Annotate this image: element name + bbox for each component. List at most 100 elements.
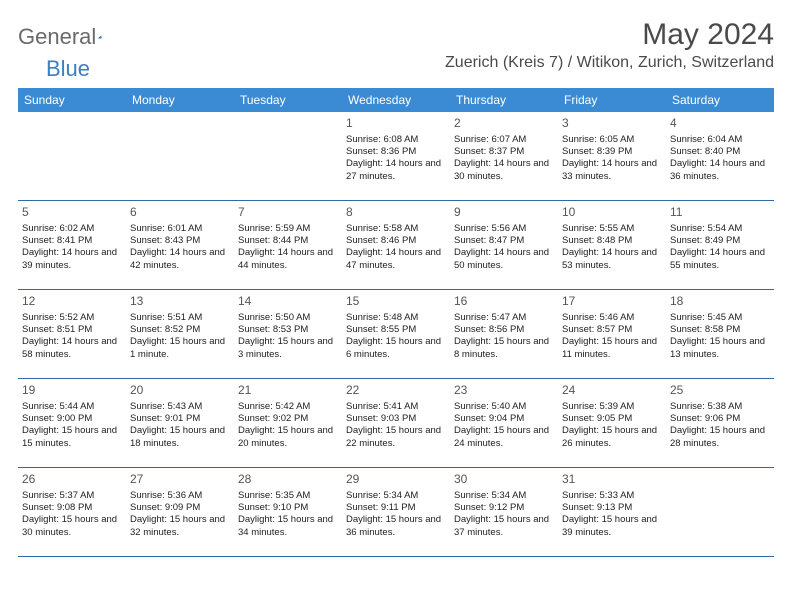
sunrise-line: Sunrise: 5:44 AM bbox=[22, 401, 122, 413]
day-cell bbox=[126, 112, 234, 200]
daylight-line: Daylight: 15 hours and 18 minutes. bbox=[130, 425, 230, 450]
daylight-line: Daylight: 14 hours and 27 minutes. bbox=[346, 158, 446, 183]
logo-text-general: General bbox=[18, 24, 96, 50]
daylight-line: Daylight: 14 hours and 58 minutes. bbox=[22, 336, 122, 361]
logo-triangle-icon bbox=[98, 29, 102, 45]
sunset-line: Sunset: 8:57 PM bbox=[562, 324, 662, 336]
day-number: 20 bbox=[130, 383, 230, 399]
dow-cell: Saturday bbox=[666, 88, 774, 112]
day-number: 8 bbox=[346, 205, 446, 221]
sunset-line: Sunset: 9:04 PM bbox=[454, 413, 554, 425]
month-title: May 2024 bbox=[445, 18, 774, 52]
day-cell bbox=[234, 112, 342, 200]
sunset-line: Sunset: 9:09 PM bbox=[130, 502, 230, 514]
day-number: 28 bbox=[238, 472, 338, 488]
sunrise-line: Sunrise: 5:37 AM bbox=[22, 490, 122, 502]
sunrise-line: Sunrise: 5:38 AM bbox=[670, 401, 770, 413]
sunset-line: Sunset: 9:01 PM bbox=[130, 413, 230, 425]
daylight-line: Daylight: 15 hours and 28 minutes. bbox=[670, 425, 770, 450]
dow-cell: Friday bbox=[558, 88, 666, 112]
day-cell: 9Sunrise: 5:56 AMSunset: 8:47 PMDaylight… bbox=[450, 201, 558, 289]
day-number: 25 bbox=[670, 383, 770, 399]
day-cell: 19Sunrise: 5:44 AMSunset: 9:00 PMDayligh… bbox=[18, 379, 126, 467]
sunset-line: Sunset: 9:00 PM bbox=[22, 413, 122, 425]
daylight-line: Daylight: 15 hours and 15 minutes. bbox=[22, 425, 122, 450]
day-number: 24 bbox=[562, 383, 662, 399]
sunset-line: Sunset: 9:12 PM bbox=[454, 502, 554, 514]
dow-cell: Tuesday bbox=[234, 88, 342, 112]
sunrise-line: Sunrise: 5:45 AM bbox=[670, 312, 770, 324]
sunrise-line: Sunrise: 5:52 AM bbox=[22, 312, 122, 324]
sunset-line: Sunset: 8:40 PM bbox=[670, 146, 770, 158]
sunrise-line: Sunrise: 5:36 AM bbox=[130, 490, 230, 502]
weeks-container: 1Sunrise: 6:08 AMSunset: 8:36 PMDaylight… bbox=[18, 112, 774, 557]
day-cell: 10Sunrise: 5:55 AMSunset: 8:48 PMDayligh… bbox=[558, 201, 666, 289]
day-number: 22 bbox=[346, 383, 446, 399]
daylight-line: Daylight: 14 hours and 39 minutes. bbox=[22, 247, 122, 272]
daylight-line: Daylight: 15 hours and 32 minutes. bbox=[130, 514, 230, 539]
sunrise-line: Sunrise: 5:59 AM bbox=[238, 223, 338, 235]
sunset-line: Sunset: 8:58 PM bbox=[670, 324, 770, 336]
day-cell: 26Sunrise: 5:37 AMSunset: 9:08 PMDayligh… bbox=[18, 468, 126, 556]
sunset-line: Sunset: 8:51 PM bbox=[22, 324, 122, 336]
day-cell: 13Sunrise: 5:51 AMSunset: 8:52 PMDayligh… bbox=[126, 290, 234, 378]
sunrise-line: Sunrise: 5:33 AM bbox=[562, 490, 662, 502]
sunset-line: Sunset: 9:03 PM bbox=[346, 413, 446, 425]
dow-cell: Monday bbox=[126, 88, 234, 112]
day-number: 13 bbox=[130, 294, 230, 310]
day-cell bbox=[666, 468, 774, 556]
sunrise-line: Sunrise: 5:55 AM bbox=[562, 223, 662, 235]
day-number: 21 bbox=[238, 383, 338, 399]
day-cell: 5Sunrise: 6:02 AMSunset: 8:41 PMDaylight… bbox=[18, 201, 126, 289]
sunrise-line: Sunrise: 5:47 AM bbox=[454, 312, 554, 324]
day-number: 1 bbox=[346, 116, 446, 132]
day-cell: 7Sunrise: 5:59 AMSunset: 8:44 PMDaylight… bbox=[234, 201, 342, 289]
sunset-line: Sunset: 8:48 PM bbox=[562, 235, 662, 247]
day-cell: 11Sunrise: 5:54 AMSunset: 8:49 PMDayligh… bbox=[666, 201, 774, 289]
day-number: 30 bbox=[454, 472, 554, 488]
day-cell: 3Sunrise: 6:05 AMSunset: 8:39 PMDaylight… bbox=[558, 112, 666, 200]
day-number: 9 bbox=[454, 205, 554, 221]
day-cell: 31Sunrise: 5:33 AMSunset: 9:13 PMDayligh… bbox=[558, 468, 666, 556]
daylight-line: Daylight: 15 hours and 37 minutes. bbox=[454, 514, 554, 539]
sunrise-line: Sunrise: 5:41 AM bbox=[346, 401, 446, 413]
dow-row: SundayMondayTuesdayWednesdayThursdayFrid… bbox=[18, 88, 774, 112]
sunset-line: Sunset: 8:39 PM bbox=[562, 146, 662, 158]
day-number: 14 bbox=[238, 294, 338, 310]
sunrise-line: Sunrise: 5:48 AM bbox=[346, 312, 446, 324]
day-cell bbox=[18, 112, 126, 200]
sunset-line: Sunset: 8:47 PM bbox=[454, 235, 554, 247]
day-cell: 27Sunrise: 5:36 AMSunset: 9:09 PMDayligh… bbox=[126, 468, 234, 556]
day-cell: 14Sunrise: 5:50 AMSunset: 8:53 PMDayligh… bbox=[234, 290, 342, 378]
day-cell: 29Sunrise: 5:34 AMSunset: 9:11 PMDayligh… bbox=[342, 468, 450, 556]
day-number: 3 bbox=[562, 116, 662, 132]
daylight-line: Daylight: 15 hours and 34 minutes. bbox=[238, 514, 338, 539]
daylight-line: Daylight: 14 hours and 55 minutes. bbox=[670, 247, 770, 272]
dow-cell: Wednesday bbox=[342, 88, 450, 112]
sunset-line: Sunset: 8:53 PM bbox=[238, 324, 338, 336]
day-number: 2 bbox=[454, 116, 554, 132]
sunrise-line: Sunrise: 5:58 AM bbox=[346, 223, 446, 235]
week-row: 5Sunrise: 6:02 AMSunset: 8:41 PMDaylight… bbox=[18, 201, 774, 290]
day-cell: 16Sunrise: 5:47 AMSunset: 8:56 PMDayligh… bbox=[450, 290, 558, 378]
sunrise-line: Sunrise: 6:01 AM bbox=[130, 223, 230, 235]
sunrise-line: Sunrise: 5:40 AM bbox=[454, 401, 554, 413]
calendar-grid: SundayMondayTuesdayWednesdayThursdayFrid… bbox=[18, 88, 774, 557]
sunrise-line: Sunrise: 5:46 AM bbox=[562, 312, 662, 324]
day-number: 12 bbox=[22, 294, 122, 310]
day-cell: 28Sunrise: 5:35 AMSunset: 9:10 PMDayligh… bbox=[234, 468, 342, 556]
day-number: 7 bbox=[238, 205, 338, 221]
sunset-line: Sunset: 8:43 PM bbox=[130, 235, 230, 247]
dow-cell: Sunday bbox=[18, 88, 126, 112]
day-cell: 18Sunrise: 5:45 AMSunset: 8:58 PMDayligh… bbox=[666, 290, 774, 378]
daylight-line: Daylight: 15 hours and 3 minutes. bbox=[238, 336, 338, 361]
day-number: 23 bbox=[454, 383, 554, 399]
day-number: 18 bbox=[670, 294, 770, 310]
daylight-line: Daylight: 14 hours and 53 minutes. bbox=[562, 247, 662, 272]
sunrise-line: Sunrise: 5:34 AM bbox=[454, 490, 554, 502]
calendar-page: General May 2024 Zuerich (Kreis 7) / Wit… bbox=[0, 0, 792, 567]
logo: General bbox=[18, 24, 122, 50]
sunrise-line: Sunrise: 6:02 AM bbox=[22, 223, 122, 235]
daylight-line: Daylight: 15 hours and 8 minutes. bbox=[454, 336, 554, 361]
sunrise-line: Sunrise: 5:51 AM bbox=[130, 312, 230, 324]
